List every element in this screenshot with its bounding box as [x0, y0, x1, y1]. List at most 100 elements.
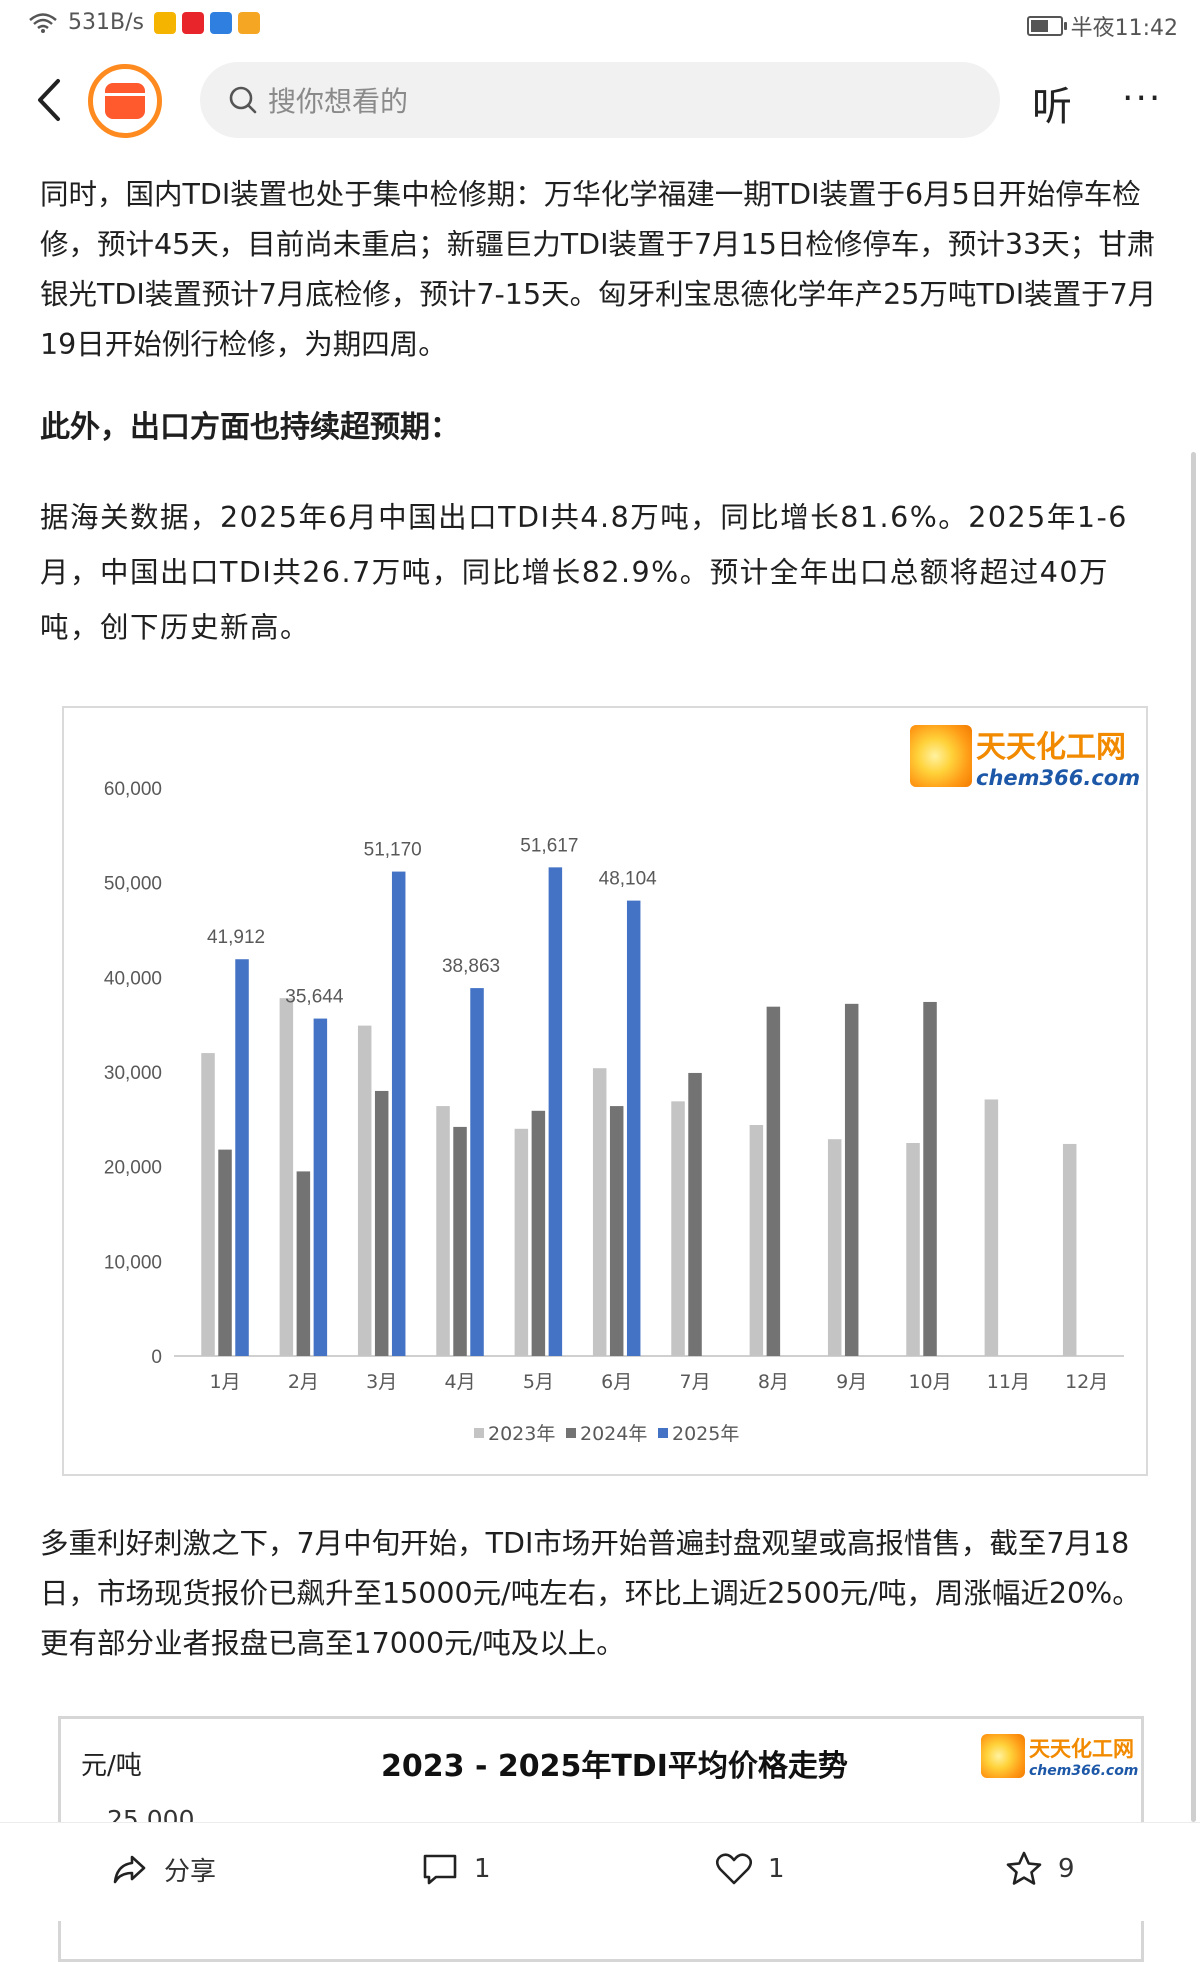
brand-text: 天天化工网 chem366.com [976, 722, 1140, 790]
app-logo[interactable] [88, 64, 162, 138]
bar-2023年-12月 [1062, 1143, 1077, 1356]
notification-icons [153, 11, 260, 34]
x-tick-label: 4月 [444, 1371, 475, 1393]
data-label: 48,104 [599, 869, 658, 890]
listen-button[interactable]: 听 [1032, 84, 1072, 130]
brand-watermark: 天天化工网 chem366.com [910, 722, 1140, 790]
like-button[interactable]: 1 [714, 1849, 785, 1889]
share-button[interactable]: 分享 [110, 1849, 216, 1889]
status-bar-right: 半夜11:42 [1026, 10, 1178, 42]
y-tick-label: 50,000 [104, 874, 162, 895]
legend-label: 2023年 [488, 1423, 555, 1445]
bar-2024年-10月 [923, 1001, 937, 1356]
bar-2024年-4月 [453, 1126, 467, 1356]
legend-label: 2024年 [580, 1423, 647, 1445]
x-tick-label: 1月 [209, 1371, 240, 1393]
bar-chart-canvas: 0 10,000 20,000 30,000 40,000 50,000 60,000 1月 2… [104, 779, 1124, 1445]
x-tick-label: 2月 [288, 1371, 319, 1393]
bar-2024年-1月 [218, 1149, 232, 1356]
legend-label: 2025年 [672, 1423, 739, 1445]
sun-logo-icon [910, 725, 972, 787]
share-icon [113, 1855, 146, 1884]
network-speed: 531B/s [68, 10, 144, 35]
bar-2025年-6月 [626, 900, 641, 1356]
bar-2025年-5月 [548, 867, 563, 1356]
battery-level [1030, 20, 1048, 32]
data-label: 41,912 [207, 927, 265, 948]
y-tick-label: 10,000 [104, 1252, 162, 1273]
bar-2024年-9月 [844, 1003, 859, 1356]
y-tick-label: 20,000 [104, 1158, 162, 1179]
bar-2024年-6月 [609, 1106, 624, 1356]
brand-name-en: chem366.com [1029, 1763, 1139, 1779]
bar-2024年-7月 [688, 1072, 702, 1356]
app-icon [237, 11, 260, 34]
bar-2025年-3月 [391, 871, 406, 1356]
y-tick-label: 40,000 [104, 968, 162, 989]
search-placeholder: 搜你想看的 [268, 85, 409, 118]
battery-icon [1026, 16, 1067, 36]
bar-2023年-8月 [749, 1125, 764, 1356]
weibo-icon [153, 11, 176, 34]
status-bar-left: 531B/s [28, 10, 260, 35]
bar-2023年-3月 [357, 1025, 372, 1356]
brand-name-cn: 天天化工网 [976, 730, 1126, 765]
legend-swatch [658, 1428, 668, 1438]
bar-2023年-11月 [984, 1099, 999, 1356]
y-tick-label: 30,000 [104, 1063, 162, 1084]
wifi-icon [29, 12, 57, 33]
status-bar: 531B/s 半夜11:42 [0, 0, 1200, 50]
comment-count: 1 [474, 1854, 491, 1884]
bar-2025年-1月 [235, 959, 249, 1356]
chart-title: 2023 - 2025年TDI平均价格走势 [381, 1749, 848, 1784]
bar-2025年-2月 [313, 1018, 328, 1356]
bar-2023年-2月 [279, 998, 294, 1356]
toutiao-icon [181, 11, 204, 34]
data-label: 51,170 [364, 840, 422, 861]
scrollbar[interactable] [1191, 452, 1196, 1822]
bar-2023年-1月 [201, 1053, 215, 1356]
x-tick-label: 5月 [523, 1371, 554, 1393]
x-tick-label: 6月 [601, 1371, 632, 1393]
bottom-action-bar: 分享 1 1 9 [0, 1822, 1200, 1921]
y-tick-label: 60,000 [104, 779, 162, 800]
top-navigation: 搜你想看的 听 ··· [0, 50, 1200, 150]
data-label: 35,644 [285, 987, 344, 1008]
like-count: 1 [768, 1854, 785, 1884]
comment-button[interactable]: 1 [420, 1849, 491, 1889]
bar-2023年-5月 [514, 1128, 529, 1356]
bar-2023年-4月 [436, 1106, 450, 1356]
more-menu-button[interactable]: ··· [1122, 78, 1163, 119]
brand-text: 天天化工网 chem366.com [1029, 1733, 1138, 1779]
x-tick-label: 7月 [679, 1371, 710, 1393]
article-subheading: 此外，出口方面也持续超预期： [40, 410, 460, 445]
sun-logo-icon [981, 1734, 1025, 1778]
bar-2023年-7月 [671, 1101, 685, 1356]
brand-name-en: chem366.com [976, 766, 1141, 790]
brand-watermark: 天天化工网 chem366.com [981, 1733, 1138, 1779]
search-icon [229, 86, 257, 114]
x-tick-label: 9月 [836, 1371, 867, 1393]
x-tick-label: 3月 [366, 1371, 397, 1393]
bar-2024年-5月 [531, 1110, 546, 1356]
article-paragraph: 多重利好刺激之下，7月中旬开始，TDI市场开始普遍封盘观望或高报惜售，截至7月1… [40, 1527, 1141, 1660]
export-bar-chart[interactable]: 0 10,000 20,000 30,000 40,000 50,000 60,000 1月 2… [62, 706, 1148, 1476]
clock: 半夜11:42 [1070, 16, 1178, 41]
bar-2024年-3月 [374, 1090, 389, 1356]
bar-2023年-10月 [906, 1143, 920, 1356]
search-bar[interactable]: 搜你想看的 [200, 62, 1000, 138]
browser-icon [209, 11, 232, 34]
data-label: 51,617 [520, 835, 578, 856]
back-arrow-icon[interactable] [30, 75, 70, 125]
favorite-count: 9 [1058, 1854, 1075, 1884]
bar-2023年-6月 [592, 1068, 607, 1356]
comment-icon [423, 1854, 457, 1885]
brand-name-cn: 天天化工网 [1029, 1736, 1134, 1761]
share-label: 分享 [164, 1856, 217, 1887]
bar-2025年-4月 [470, 988, 484, 1356]
article-paragraph: 据海关数据，2025年6月中国出口TDI共4.8万吨，同比增长81.6%。202… [40, 501, 1128, 644]
favorite-button[interactable]: 9 [1004, 1849, 1075, 1889]
x-tick-label: 8月 [758, 1371, 789, 1393]
bar-2024年-2月 [296, 1171, 311, 1356]
star-icon [1006, 1851, 1042, 1885]
